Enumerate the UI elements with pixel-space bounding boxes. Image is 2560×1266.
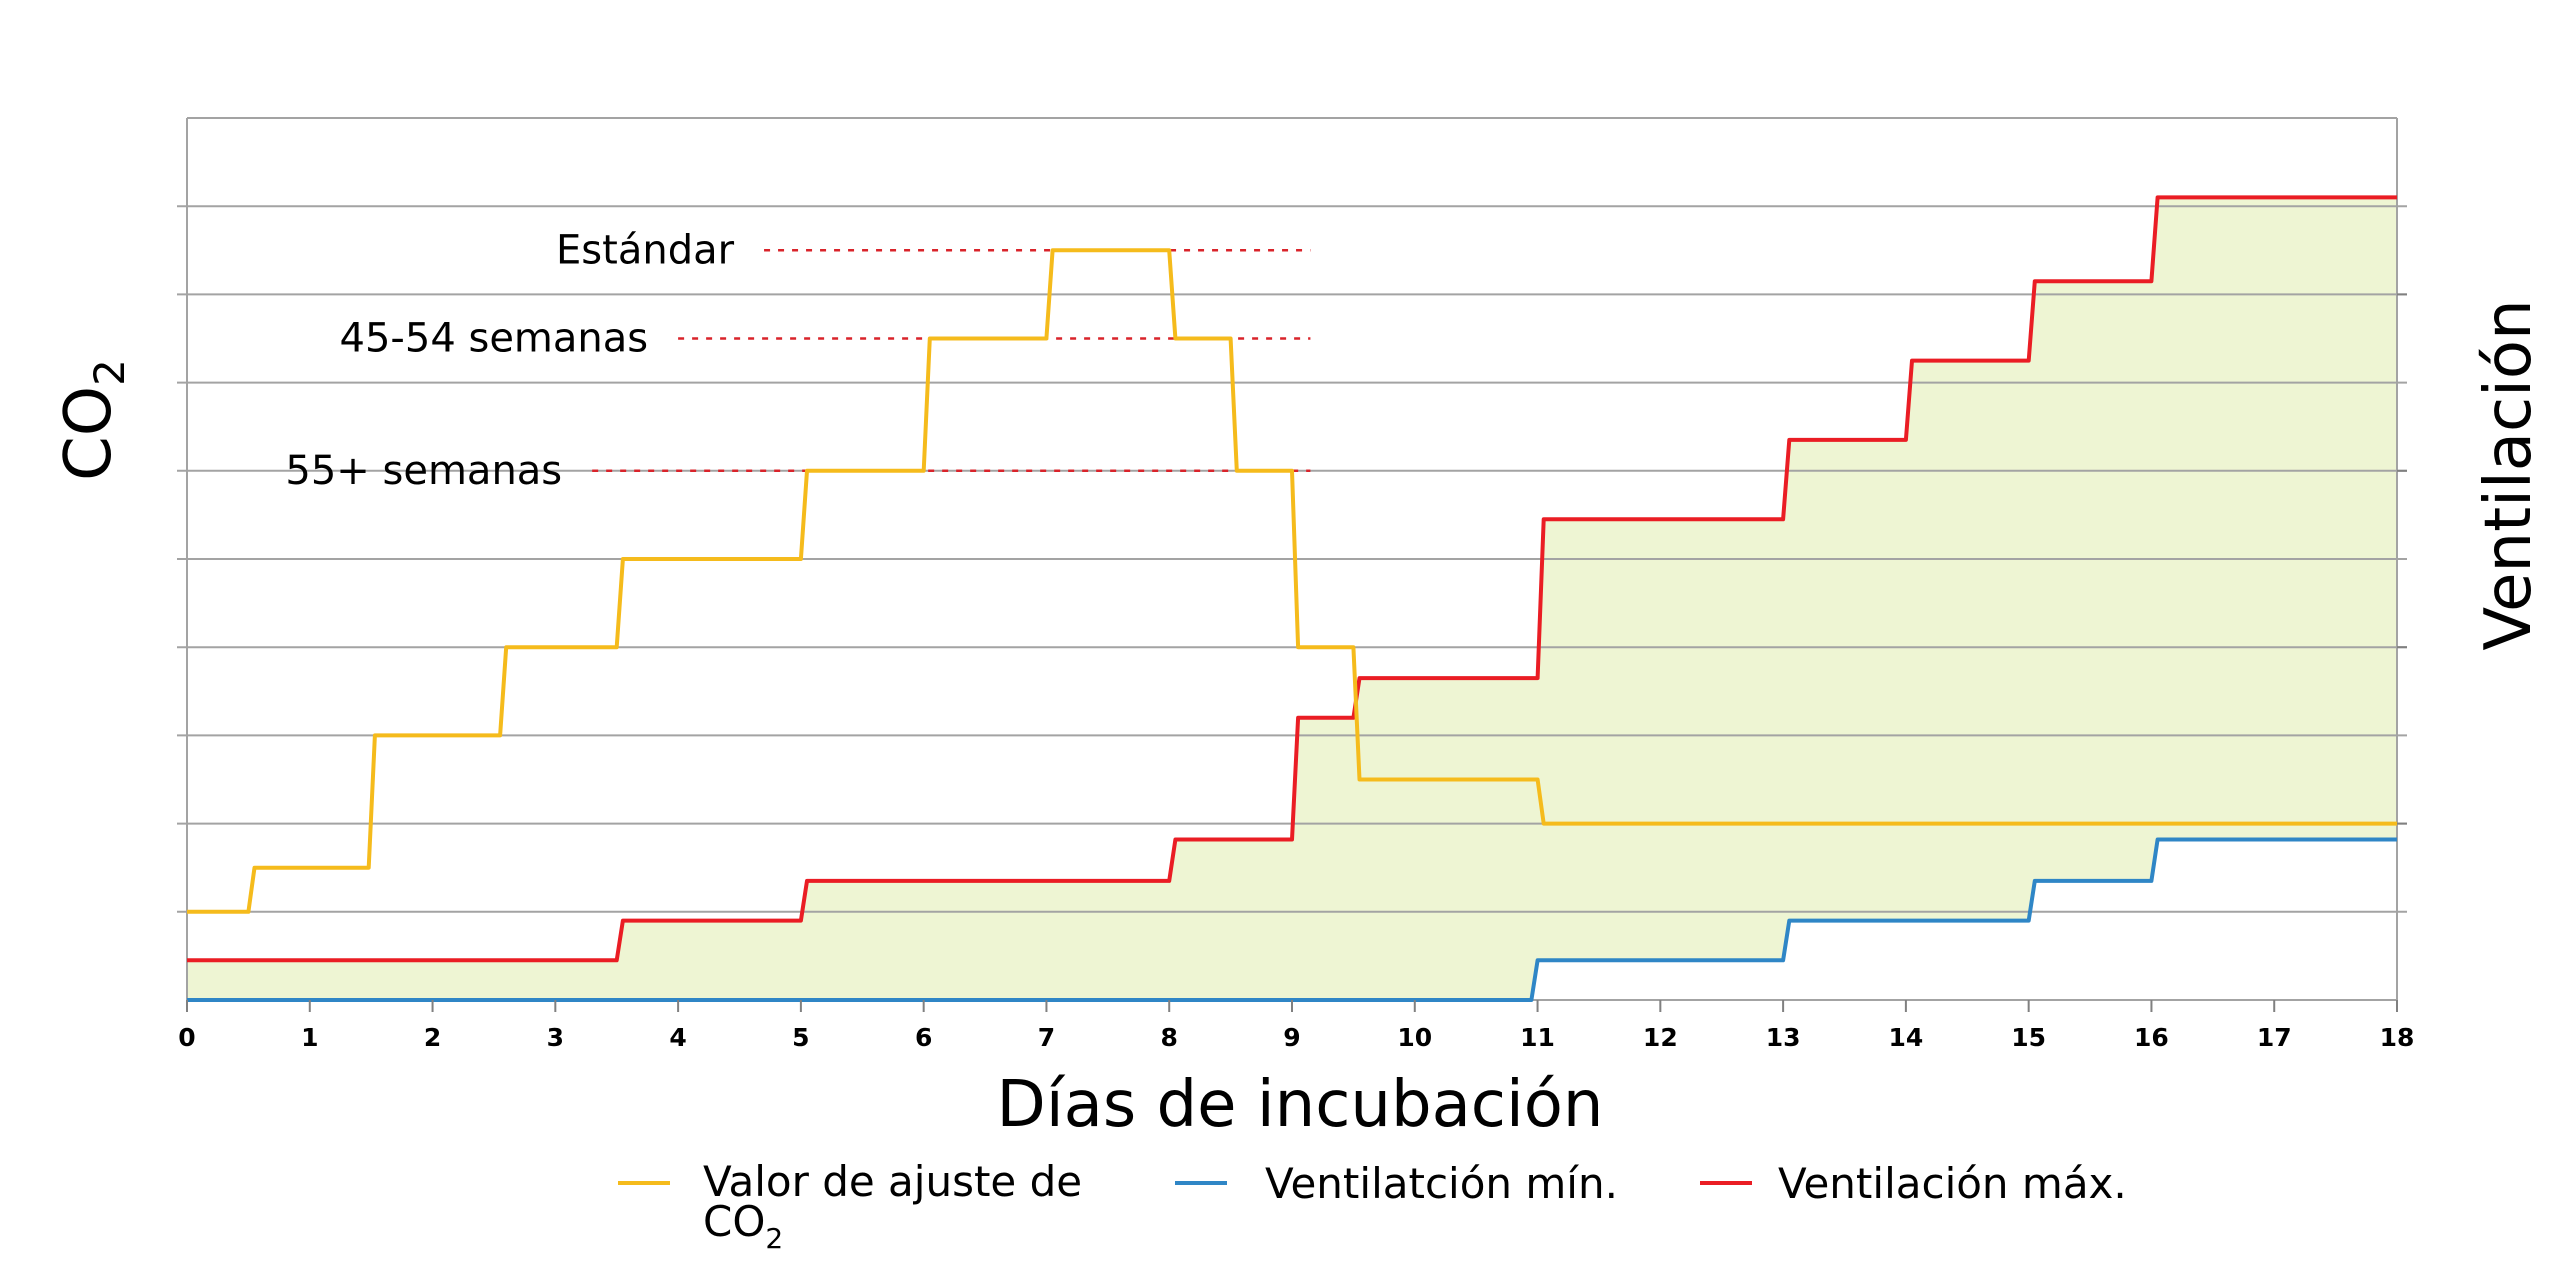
y-axis-right-title: Ventilación <box>2472 299 2546 650</box>
svg-text:Valor de ajuste de: Valor de ajuste de <box>703 1157 1082 1206</box>
legend-label-co2-subscript: 2 <box>765 1222 783 1255</box>
series-line-max-vent <box>187 195 2397 963</box>
legend-label-co2-line1: Valor de ajuste de <box>703 1157 1082 1206</box>
x-tick-label: 13 <box>1766 1023 1801 1052</box>
x-tick-label: 12 <box>1643 1023 1678 1052</box>
x-tick-label: 10 <box>1397 1023 1432 1052</box>
x-tick-label: 7 <box>1038 1023 1055 1052</box>
x-axis-title: Días de incubación <box>997 1068 1604 1142</box>
x-tick-label: 18 <box>2380 1023 2415 1052</box>
legend-label-min-vent: Ventilatción mín. <box>1265 1159 1618 1208</box>
annotation-labels: Estándar 45-54 semanas 55+ semanas <box>285 227 734 494</box>
legend-item-co2-setpoint: Valor de ajuste de CO2 <box>618 1157 1082 1255</box>
legend-item-max-vent: Ventilación máx. <box>1700 1159 2127 1208</box>
x-tick-label: 4 <box>669 1023 686 1052</box>
annotation-label: 55+ semanas <box>285 448 562 494</box>
x-tick-label: 9 <box>1283 1023 1300 1052</box>
svg-text:CO2: CO2 <box>703 1197 783 1255</box>
ventilation-fill-area <box>187 197 2397 1000</box>
x-tick-label: 8 <box>1161 1023 1178 1052</box>
annotation-label: 45-54 semanas <box>340 316 649 362</box>
y-left-title-base: CO <box>52 386 126 481</box>
x-tick-label: 6 <box>915 1023 932 1052</box>
x-tick-label: 0 <box>178 1023 195 1052</box>
svg-text:CO2: CO2 <box>52 359 134 481</box>
x-tick-label: 2 <box>424 1023 441 1052</box>
x-tick-label: 15 <box>2011 1023 2046 1052</box>
y-left-title-subscript: 2 <box>85 359 134 386</box>
annotation-dashed-lines <box>592 249 1311 473</box>
legend: Valor de ajuste de CO2 Ventilatción mín.… <box>618 1157 2127 1255</box>
x-tick-label: 3 <box>547 1023 564 1052</box>
x-tick-label: 14 <box>1888 1023 1923 1052</box>
series-line-min-vent <box>187 837 2397 1002</box>
y-axis-right-title-group: Ventilación <box>2472 299 2546 650</box>
x-tick-label: 17 <box>2257 1023 2292 1052</box>
x-tick-label: 11 <box>1520 1023 1555 1052</box>
legend-item-min-vent: Ventilatción mín. <box>1175 1159 1618 1208</box>
ventilation-range-fill <box>187 197 2397 1000</box>
x-tick-label: 16 <box>2134 1023 2169 1052</box>
legend-label-co2-line2: CO <box>703 1197 765 1246</box>
series-line-co2-setpoint <box>187 248 2397 914</box>
y-axis-left-title: CO2 <box>52 359 134 481</box>
legend-label-max-vent: Ventilación máx. <box>1778 1159 2127 1208</box>
annotation-label: Estándar <box>556 227 735 273</box>
x-axis-ticks: 0 1 2 3 4 5 6 7 8 9 10 11 12 13 14 15 16 17 18 <box>178 293 2415 1052</box>
x-tick-label: 1 <box>301 1023 318 1052</box>
series-lines <box>187 195 2397 1002</box>
x-tick-label: 5 <box>792 1023 809 1052</box>
